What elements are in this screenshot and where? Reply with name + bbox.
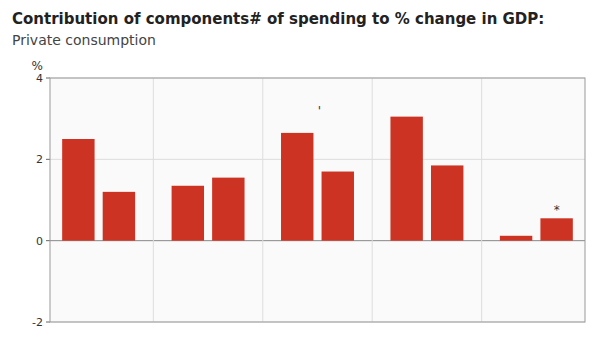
- title: Contribution of components# of spending …: [12, 10, 544, 28]
- bars: [62, 117, 573, 241]
- tick-mark: [46, 159, 50, 160]
- annotation: ': [318, 104, 321, 118]
- bar: [431, 165, 463, 240]
- tick-label: 0: [36, 235, 43, 248]
- group-divider: [153, 78, 154, 322]
- bar: [390, 117, 422, 241]
- bar: [322, 172, 354, 241]
- plot-area: [50, 78, 585, 322]
- bar: [540, 218, 572, 240]
- tick-label: -2: [32, 316, 43, 329]
- tick-mark: [46, 78, 50, 79]
- tick-label: 4: [36, 72, 43, 85]
- bar: [62, 139, 94, 241]
- group-divider: [372, 78, 373, 322]
- axis-label: %: [32, 59, 43, 73]
- bar: [500, 236, 532, 241]
- plot-frame: [50, 78, 585, 322]
- grid-line: [50, 159, 585, 160]
- annotation: *: [554, 203, 560, 217]
- group-divider: [262, 78, 263, 322]
- subtitle: Private consumption: [12, 32, 156, 48]
- bar: [103, 192, 135, 241]
- tick-label: 2: [36, 153, 43, 166]
- tick-mark: [46, 322, 50, 323]
- tick-mark: [46, 240, 50, 241]
- group-divider: [481, 78, 482, 322]
- bar: [212, 178, 244, 241]
- bar: [281, 133, 313, 241]
- bar: [172, 186, 204, 241]
- chart: Contribution of components# of spending …: [0, 0, 600, 338]
